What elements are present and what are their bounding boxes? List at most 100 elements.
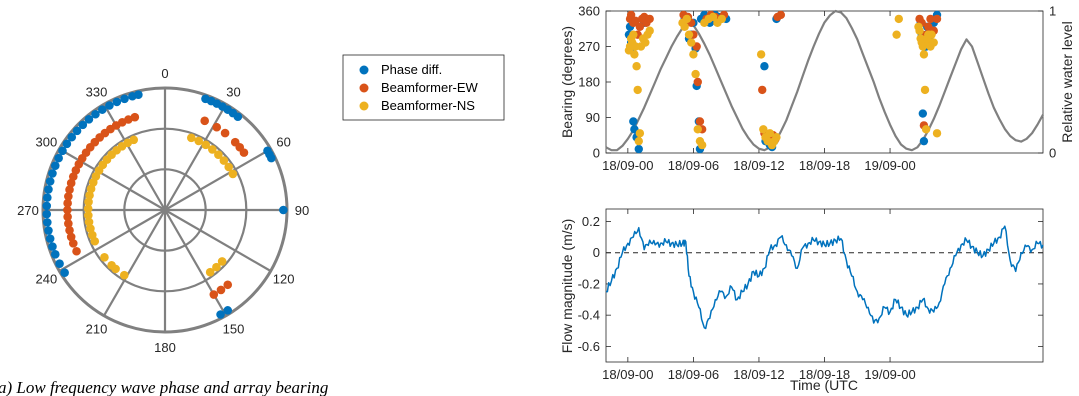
- polar-point-beamformer-ns: [214, 150, 223, 160]
- polar-point-phase-diff: [112, 97, 122, 107]
- flow-xtick-label: 19/09-00: [864, 367, 915, 382]
- polar-point-beamformer-ew: [64, 219, 73, 228]
- bearing-xtick-label: 18/09-06: [668, 158, 719, 173]
- legend-marker-beamformer-ns: [359, 101, 369, 111]
- polar-point-beamformer-ew: [66, 178, 76, 188]
- polar-point-beamformer-ns: [194, 136, 203, 146]
- polar-point-beamformer-ns: [85, 191, 94, 200]
- polar-point-beamformer-ns: [224, 162, 234, 172]
- legend-marker-phase-diff: [359, 65, 369, 75]
- bearing-point-beamformer-ns: [684, 30, 694, 39]
- polar-point-beamformer-ns: [84, 197, 93, 207]
- bearing-point-beamformer-ew: [926, 14, 935, 24]
- polar-spoke-60: [164, 148, 272, 211]
- polar-angle-label-180: 180: [154, 340, 176, 355]
- bearing-xtick-label: 18/09-18: [799, 158, 850, 173]
- water-level-ytick-label: 0: [1049, 146, 1056, 161]
- polar-point-phase-diff: [97, 105, 107, 114]
- bearing-ytick-label: 90: [586, 110, 600, 125]
- polar-point-beamformer-ew: [65, 225, 74, 235]
- polar-point-phase-diff: [44, 185, 53, 194]
- polar-point-beamformer-ew: [130, 112, 140, 122]
- polar-point-phase-diff: [134, 90, 143, 99]
- polar-point-beamformer-ew: [64, 192, 73, 201]
- polar-point-beamformer-ns: [100, 253, 109, 262]
- polar-angle-label-150: 150: [223, 322, 245, 337]
- polar-point-beamformer-ew: [63, 205, 72, 215]
- bearing-point-beamformer-ns: [772, 133, 781, 142]
- polar-point-beamformer-ns: [111, 264, 120, 274]
- bearing-point-beamformer-ns: [708, 12, 718, 22]
- polar-spoke-30: [164, 103, 227, 211]
- flow-ytick-label: 0.2: [582, 214, 600, 229]
- polar-point-beamformer-ns: [201, 140, 211, 150]
- polar-point-beamformer-ns: [84, 217, 94, 227]
- bearing-point-phase-diff: [629, 117, 638, 126]
- flow-xlabel: Time (UTC: [790, 377, 858, 393]
- polar-point-beamformer-ns: [219, 156, 229, 165]
- polar-point-phase-diff: [50, 161, 60, 170]
- bearing-ytick-label: 270: [578, 39, 600, 54]
- bearing-point-beamformer-ew: [631, 16, 640, 26]
- bearing-ytick-label: 360: [578, 4, 600, 19]
- flow-xtick-label: 18/09-06: [668, 367, 719, 382]
- polar-angle-label-270: 270: [17, 203, 39, 218]
- polar-point-phase-diff: [45, 234, 55, 243]
- polar-spoke-120: [164, 209, 272, 272]
- bearing-point-beamformer-ew: [932, 14, 942, 24]
- bearing-point-beamformer-ns: [689, 50, 698, 59]
- bearing-point-beamformer-ew: [693, 77, 702, 87]
- polar-point-beamformer-ew: [212, 122, 222, 132]
- bearing-xtick-label: 18/09-12: [733, 158, 784, 173]
- flow-ytick-label: 0: [593, 245, 600, 260]
- legend-label-beamformer-ns: Beamformer-NS: [381, 98, 475, 113]
- legend: Phase diff. Beamformer-EW Beamformer-NS: [342, 54, 505, 121]
- bearing-point-phase-diff: [918, 109, 928, 118]
- polar-point-phase-diff: [42, 201, 52, 211]
- polar-point-phase-diff: [91, 109, 100, 119]
- polar-point-phase-diff: [267, 153, 276, 163]
- polar-angle-label-240: 240: [36, 272, 58, 287]
- polar-angle-labels: 0 30 60 90 120 150 180 210 240 270 300 330: [17, 66, 309, 355]
- bearing-point-beamformer-ns: [919, 50, 929, 59]
- bearing-point-beamformer-ew: [635, 22, 645, 31]
- legend-label-phase-diff: Phase diff.: [381, 62, 442, 77]
- polar-point-phase-diff: [58, 146, 67, 156]
- bearing-point-beamformer-ns: [759, 125, 768, 134]
- polar-point-phase-diff: [216, 310, 225, 319]
- polar-point-beamformer-ew: [65, 185, 74, 195]
- polar-point-phase-diff: [120, 94, 129, 104]
- bearing-point-beamformer-ns: [932, 129, 942, 138]
- bearing-point-beamformer-ns: [929, 38, 938, 47]
- bearing-point-beamformer-ew: [776, 10, 785, 20]
- polar-point-phase-diff: [60, 268, 69, 278]
- flow-line: [605, 225, 1044, 330]
- polar-point-beamformer-ns: [205, 267, 215, 277]
- polar-point-beamformer-ew: [220, 128, 230, 138]
- bearing-point-beamformer-ew: [758, 85, 767, 95]
- polar-point-beamformer-ew: [68, 239, 78, 248]
- bearing-point-beamformer-ns: [680, 22, 689, 31]
- bearing-point-beamformer-ew: [695, 117, 705, 126]
- polar-point-beamformer-ns: [84, 211, 93, 220]
- polar-point-phase-diff: [42, 209, 52, 219]
- polar-point-beamformer-ns: [217, 257, 227, 266]
- polar-point-phase-diff: [105, 101, 114, 110]
- water-level-ylabel: Relative water level: [1059, 21, 1075, 142]
- bearing-point-beamformer-ns: [892, 30, 901, 39]
- bearing-point-beamformer-ew: [626, 10, 636, 20]
- bearing-points: [624, 10, 942, 154]
- polar-angle-label-120: 120: [273, 272, 295, 287]
- flow-xtick-label: 18/09-12: [733, 367, 784, 382]
- polar-point-phase-diff: [67, 132, 77, 142]
- polar-point-beamformer-ns: [212, 262, 221, 272]
- polar-point-beamformer-ew: [72, 246, 81, 256]
- polar-angle-label-60: 60: [276, 135, 290, 150]
- polar-spoke-240: [58, 209, 166, 272]
- polar-point-phase-diff: [48, 242, 57, 251]
- bearing-point-beamformer-ns: [632, 62, 641, 71]
- bearing-point-beamformer-ns: [641, 38, 650, 47]
- polar-point-phase-diff: [279, 205, 288, 215]
- bearing-point-beamformer-ns: [918, 42, 928, 51]
- bearing-point-beamformer-ns: [921, 125, 931, 134]
